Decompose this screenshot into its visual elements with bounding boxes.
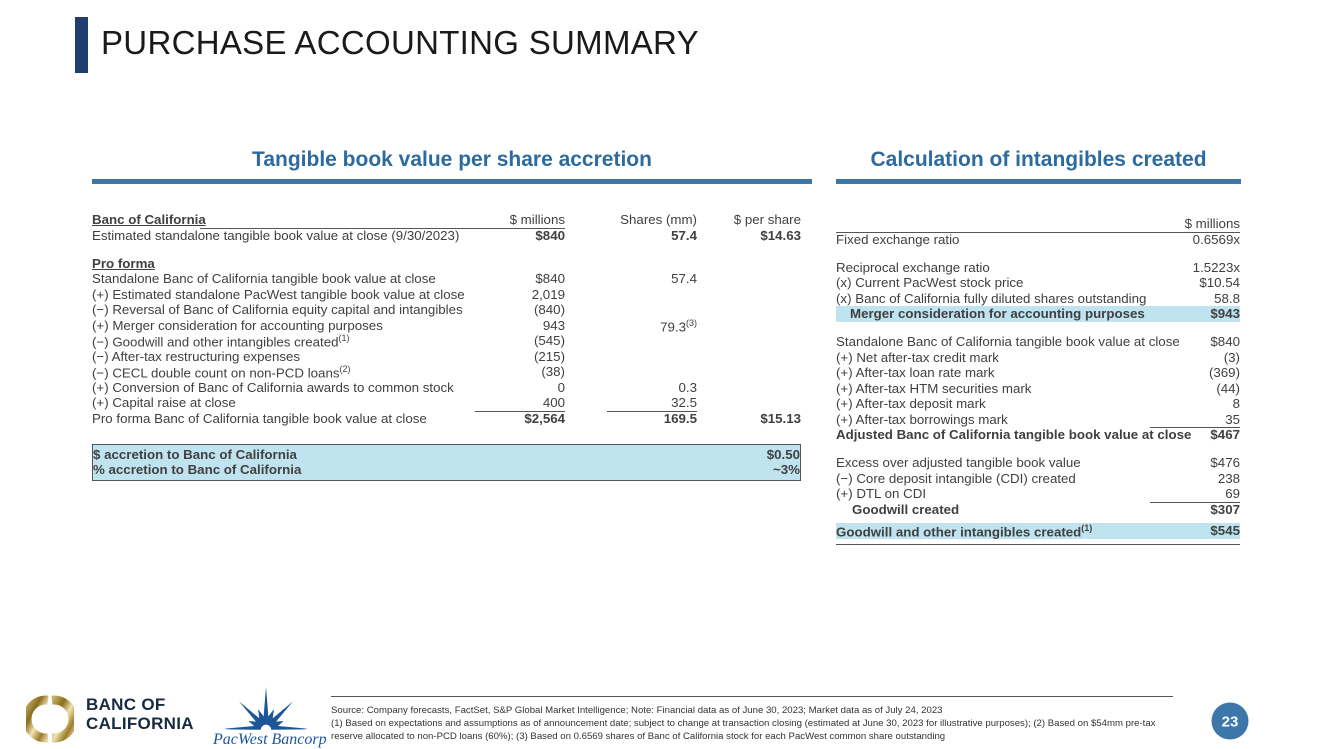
svg-text:23: 23 [1222,714,1239,731]
